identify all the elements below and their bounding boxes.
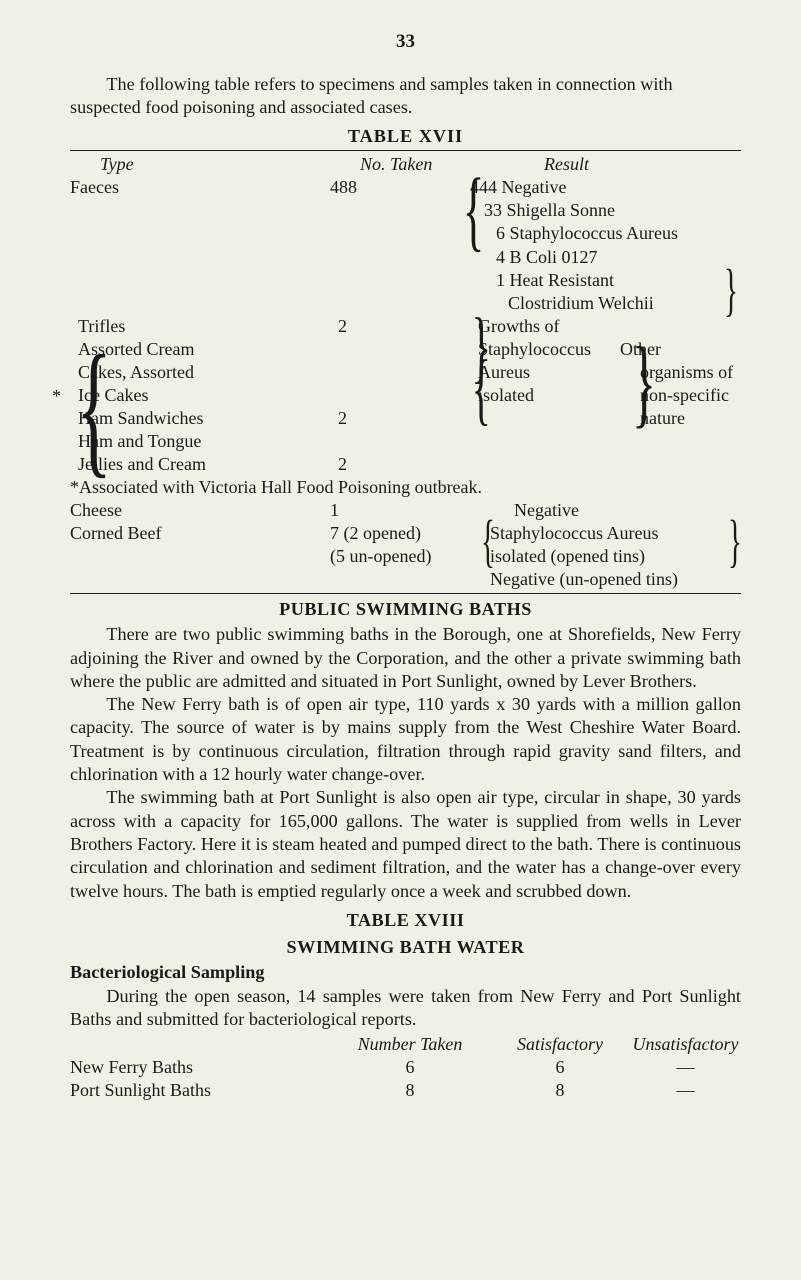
- faeces-label: Faeces: [70, 176, 330, 199]
- t18-r2-c: —: [630, 1079, 741, 1102]
- t18-r2-b: 8: [490, 1079, 630, 1102]
- corned-r1: Staphylococcus Aureus: [490, 523, 658, 543]
- corned-n2: (5 un-opened): [330, 545, 490, 568]
- page: 33 The following table refers to specime…: [0, 0, 801, 1132]
- page-number: 33: [70, 30, 741, 54]
- cheese-n: 1: [330, 499, 470, 522]
- cheese-result: Negative: [470, 499, 741, 522]
- staph: Staphylococcus: [478, 339, 591, 359]
- result-line: 6 Staphylococcus Aureus: [470, 222, 741, 245]
- corned-beef: Corned Beef: [70, 522, 330, 545]
- result-line: 444 Negative: [470, 176, 741, 199]
- paragraph: There are two public swimming baths in t…: [70, 623, 741, 693]
- paragraph: During the open season, 14 samples were …: [70, 985, 741, 1032]
- bacteriological-heading: Bacteriological Sampling: [70, 961, 741, 984]
- t18-r2-a: 8: [330, 1079, 490, 1102]
- table-18: Number Taken Satisfactory Unsatisfactory…: [70, 1033, 741, 1102]
- result-line: 4 B Coli 0127: [470, 246, 741, 269]
- faeces-count: 488: [330, 176, 470, 199]
- nature: nature: [640, 407, 685, 430]
- result-line: 33 Shigella Sonne: [470, 199, 741, 222]
- footnote-star: *: [52, 385, 61, 408]
- corned-r3: Negative (un-opened tins): [490, 568, 741, 591]
- result-line: 1 Heat Resistant: [496, 270, 614, 290]
- t18-h3: Unsatisfactory: [630, 1033, 741, 1056]
- item-trifles-n: 2: [338, 315, 478, 338]
- t18-r1-b: 6: [490, 1056, 630, 1079]
- isolated: isolated: [478, 385, 534, 405]
- result-line: Clostridium Welchii: [470, 292, 741, 315]
- col-result-header: Result: [500, 153, 741, 176]
- table-17-title: TABLE XVII: [70, 125, 741, 148]
- table-18-title: TABLE XVIII: [70, 909, 741, 932]
- col-type-header: Type: [70, 153, 360, 176]
- cheese: Cheese: [70, 499, 330, 522]
- paragraph: The swimming bath at Port Sunlight is al…: [70, 786, 741, 902]
- brace-icon: }: [724, 265, 738, 314]
- table-18-subtitle: SWIMMING BATH WATER: [70, 936, 741, 959]
- intro-paragraph: The following table refers to specimens …: [70, 73, 741, 120]
- assoc-footnote: *Associated with Victoria Hall Food Pois…: [70, 476, 741, 499]
- table-17: Type No. Taken Result Faeces 488 { 444 N…: [70, 153, 741, 591]
- brace-icon: {: [463, 170, 485, 251]
- brace-icon: }: [728, 516, 742, 565]
- t18-r1-c: —: [630, 1056, 741, 1079]
- paragraph: The New Ferry bath is of open air type, …: [70, 693, 741, 786]
- rule: [70, 150, 741, 151]
- brace-icon: {: [76, 341, 112, 476]
- t18-r2-name: Port Sunlight Baths: [70, 1079, 330, 1102]
- t18-r1-name: New Ferry Baths: [70, 1056, 330, 1079]
- t18-h2: Satisfactory: [490, 1033, 630, 1056]
- swim-title: PUBLIC SWIMMING BATHS: [70, 598, 741, 621]
- corned-r2: isolated (opened tins): [490, 545, 741, 568]
- corned-n1: 7 (2 opened): [330, 522, 490, 545]
- t18-h1: Number Taken: [330, 1033, 490, 1056]
- nonspecific: non-specific: [640, 384, 729, 407]
- t18-r1-a: 6: [330, 1056, 490, 1079]
- item-ham-sandwiches-n: 2: [338, 407, 478, 430]
- brace-icon: {: [481, 516, 495, 565]
- rule: [70, 593, 741, 594]
- item-jellies-n: 2: [338, 453, 478, 476]
